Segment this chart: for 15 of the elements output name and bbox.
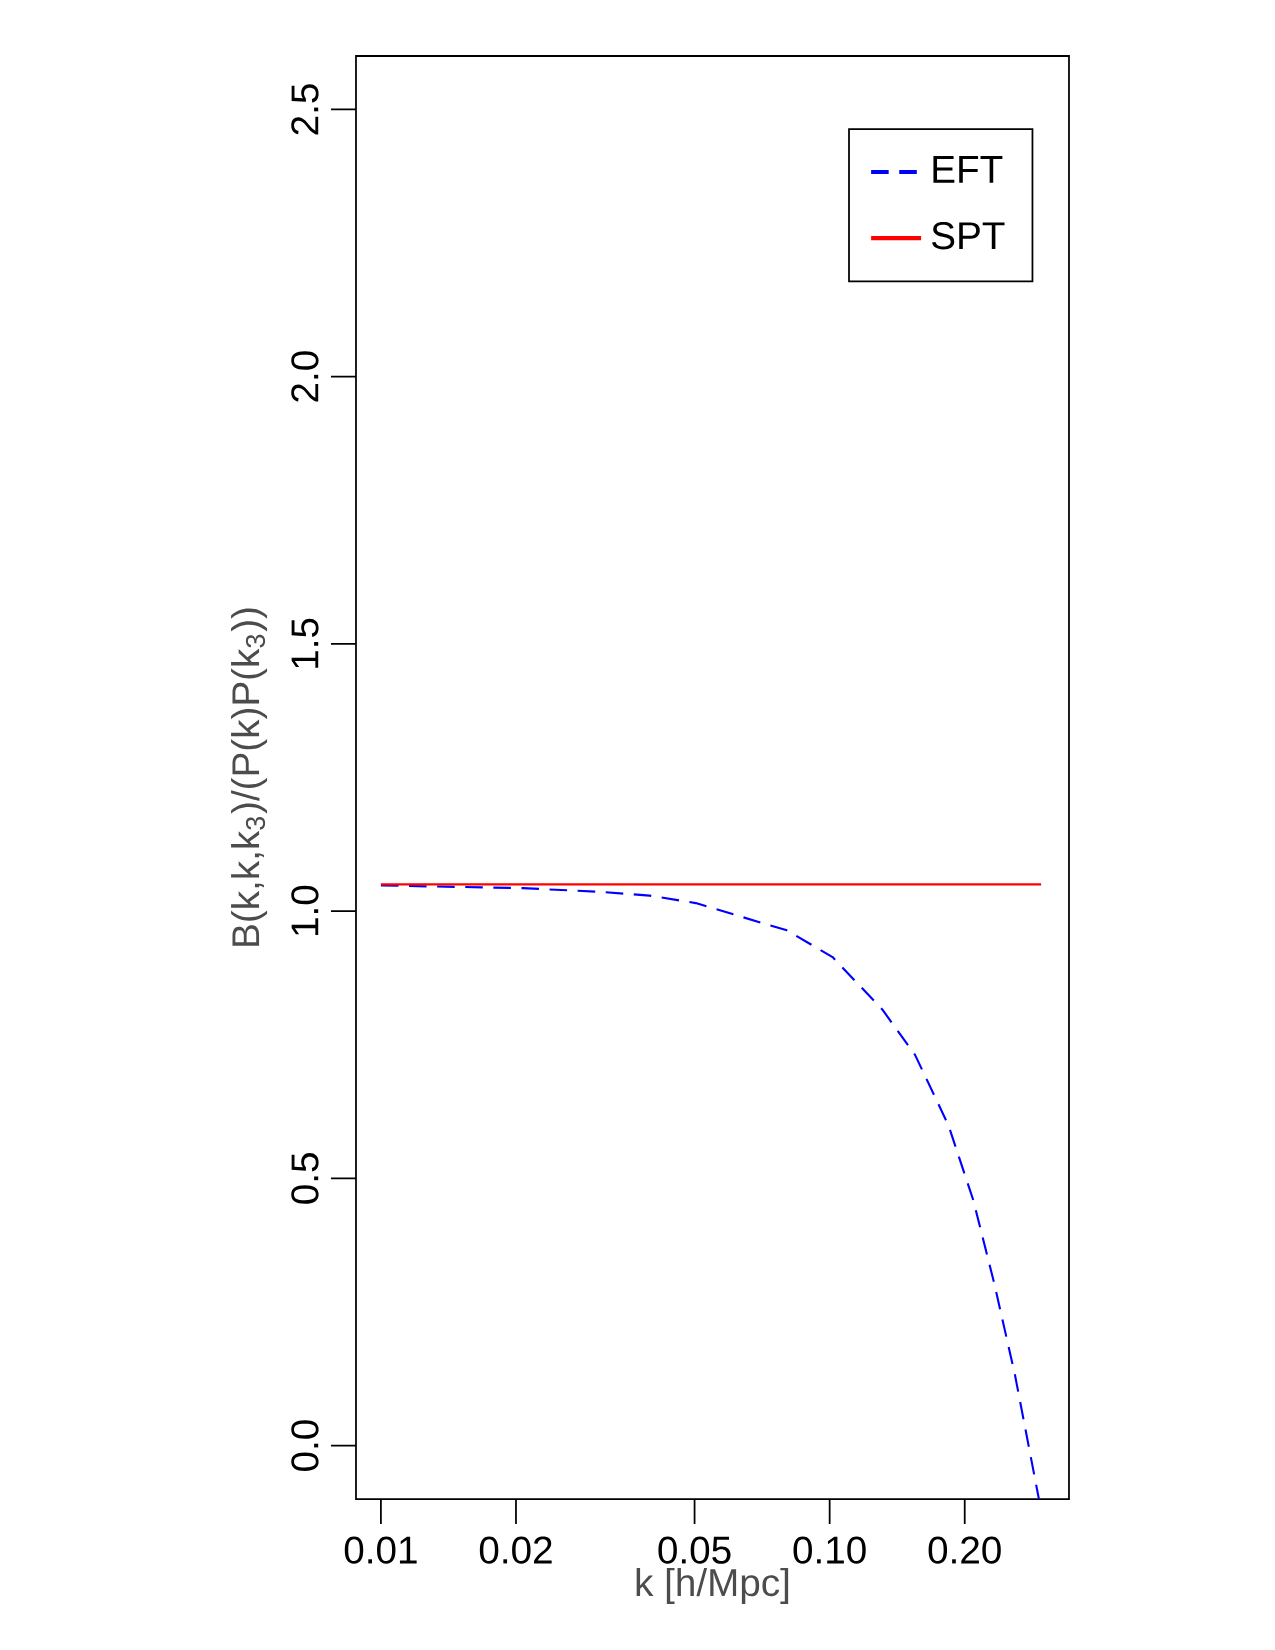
legend-label: EFT [933,156,1003,183]
legend-label: SPT [932,222,1005,250]
y-tick-label: 0.0 [291,1420,319,1471]
x-tick-label: 0.01 [344,1536,417,1564]
y-axis-title: B(k,k,k$_{3}$)/(P(k)P(k$_{3}$)) [231,608,268,946]
y-tick-label: 1.0 [291,885,319,936]
x-tick-label: 0.02 [479,1536,552,1564]
x-axis-title: k [h/Mpc] [636,1567,789,1604]
y-tick-label: 0.5 [291,1153,319,1204]
x-tick-label: 0.05 [658,1536,731,1564]
x-tick-label: 0.20 [928,1536,1001,1564]
y-tick-label: 1.5 [291,618,319,668]
x-tick-label: 0.10 [793,1536,866,1564]
y-tick-label: 2.5 [291,84,319,135]
y-tick-label: 2.0 [291,351,319,402]
